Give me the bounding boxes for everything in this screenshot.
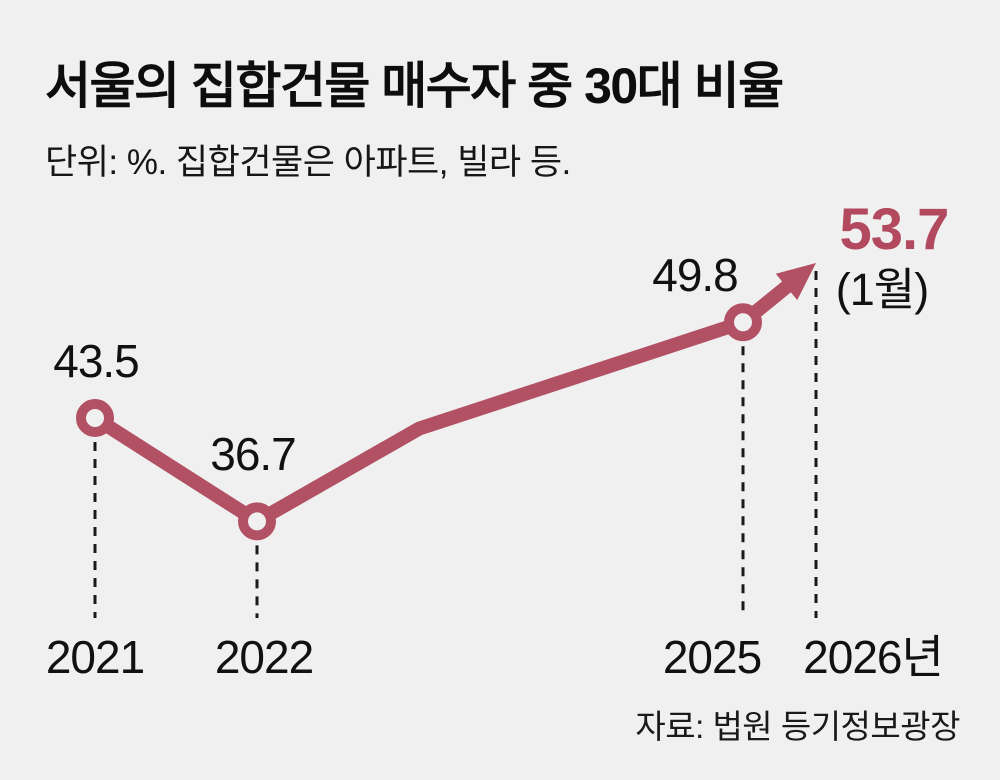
data-marker-2022	[238, 502, 276, 541]
data-marker-2021	[76, 399, 114, 437]
trend-arrowhead-icon	[775, 262, 816, 301]
axis-label-2026: 2026년	[803, 631, 943, 683]
axis-label-2021: 2021	[46, 631, 144, 683]
chart-title: 서울의 집합건물 매수자 중 30대 비율	[45, 58, 784, 114]
trend-line	[91, 315, 746, 529]
data-marker-2025	[724, 303, 762, 342]
highlight-sub-label: (1월)	[836, 264, 928, 315]
value-label-2021: 43.5	[53, 335, 139, 387]
value-label-2022: 36.7	[210, 428, 296, 480]
highlight-value-label: 53.7	[840, 197, 949, 262]
axis-label-2025: 2025	[663, 631, 761, 683]
axis-label-2022: 2022	[215, 631, 313, 683]
value-label-2025: 49.8	[652, 249, 738, 301]
chart-subtitle: 단위: %. 집합건물은 아파트, 빌라 등.	[45, 143, 571, 182]
source-note: 자료: 법원 등기정보광장	[635, 708, 960, 745]
